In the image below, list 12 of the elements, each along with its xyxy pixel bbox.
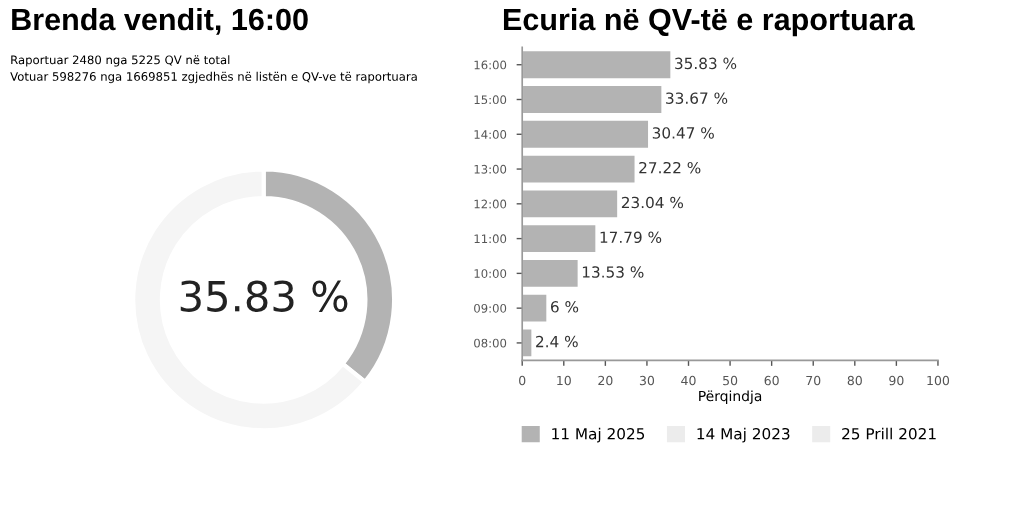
- bar: [522, 84, 664, 115]
- bar: [522, 49, 673, 80]
- bar: [522, 258, 580, 289]
- bar: [522, 188, 619, 219]
- bar: [522, 293, 548, 324]
- bar: [522, 119, 650, 150]
- bar: [522, 153, 637, 185]
- data-label: 35.83 %: [180, 280, 348, 312]
- chart-title: Ecuria në QV-të e raportuara: [503, 7, 915, 37]
- bar: [522, 223, 598, 254]
- chart-title: Brenda vendit, 16:00: [12, 7, 308, 35]
- bar: [522, 327, 534, 359]
